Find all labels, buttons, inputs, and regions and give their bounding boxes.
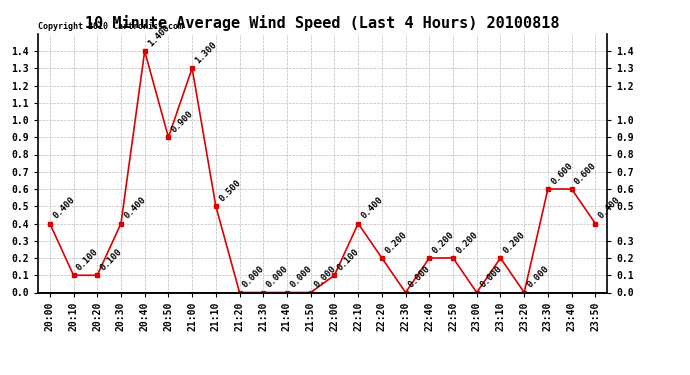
Text: 0.100: 0.100 — [336, 247, 361, 273]
Text: 0.100: 0.100 — [75, 247, 100, 273]
Text: 0.900: 0.900 — [170, 109, 195, 135]
Text: 0.200: 0.200 — [455, 230, 480, 255]
Text: 0.200: 0.200 — [502, 230, 527, 255]
Text: 0.000: 0.000 — [478, 264, 504, 290]
Text: 0.000: 0.000 — [241, 264, 266, 290]
Text: 0.600: 0.600 — [549, 161, 575, 186]
Text: 0.200: 0.200 — [383, 230, 408, 255]
Text: 1.400: 1.400 — [146, 23, 171, 48]
Text: 0.200: 0.200 — [431, 230, 456, 255]
Text: 0.400: 0.400 — [51, 195, 77, 221]
Text: 0.100: 0.100 — [99, 247, 124, 273]
Text: 0.600: 0.600 — [573, 161, 598, 186]
Text: 0.400: 0.400 — [122, 195, 148, 221]
Text: 0.500: 0.500 — [217, 178, 243, 204]
Title: 10 Minute Average Wind Speed (Last 4 Hours) 20100818: 10 Minute Average Wind Speed (Last 4 Hou… — [86, 15, 560, 31]
Text: 1.300: 1.300 — [193, 40, 219, 66]
Text: 0.400: 0.400 — [359, 195, 385, 221]
Text: 0.000: 0.000 — [288, 264, 314, 290]
Text: Copyright 2010 Cartronics.com: Copyright 2010 Cartronics.com — [38, 22, 183, 31]
Text: 0.000: 0.000 — [312, 264, 337, 290]
Text: 0.000: 0.000 — [407, 264, 433, 290]
Text: 0.000: 0.000 — [265, 264, 290, 290]
Text: 0.000: 0.000 — [526, 264, 551, 290]
Text: 0.400: 0.400 — [597, 195, 622, 221]
